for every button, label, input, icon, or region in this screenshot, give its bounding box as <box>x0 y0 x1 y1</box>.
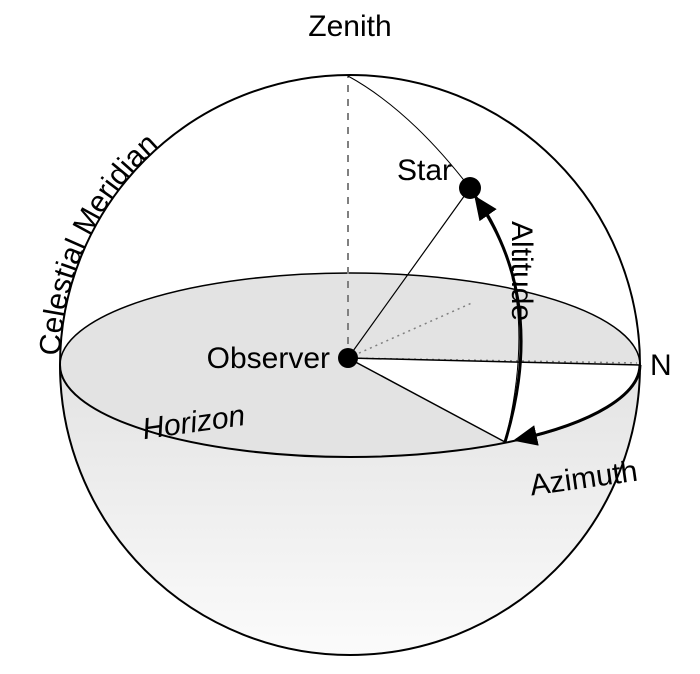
altitude-label: Altitude <box>505 221 538 321</box>
zenith-label: Zenith <box>308 10 391 43</box>
north-label: N <box>650 349 672 382</box>
observer-label: Observer <box>207 342 330 375</box>
star-label: Star <box>397 154 452 187</box>
observer-dot <box>338 348 358 368</box>
star-dot <box>459 177 481 199</box>
